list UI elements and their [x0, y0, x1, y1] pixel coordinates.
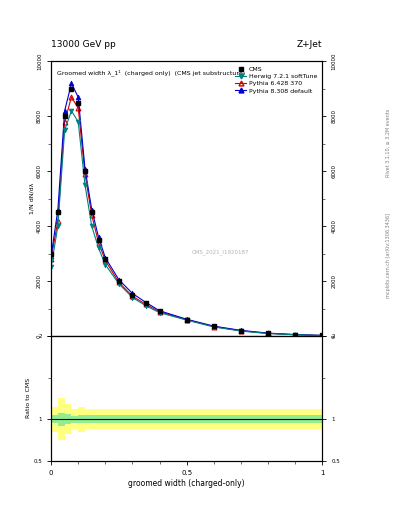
CMS	[211, 323, 216, 329]
Herwig 7.2.1 softTune	[116, 281, 121, 287]
Pythia 8.308 default	[83, 165, 87, 172]
Pythia 6.428 370	[320, 332, 325, 338]
Text: CMS_2021_I1920187: CMS_2021_I1920187	[192, 250, 250, 255]
Pythia 6.428 370	[76, 105, 81, 111]
Herwig 7.2.1 softTune	[55, 223, 60, 229]
Herwig 7.2.1 softTune	[83, 182, 87, 188]
Text: mcplots.cern.ch [arXiv:1306.3436]: mcplots.cern.ch [arXiv:1306.3436]	[386, 214, 391, 298]
Pythia 8.308 default	[157, 308, 162, 314]
Pythia 6.428 370	[184, 317, 189, 323]
CMS	[116, 278, 121, 284]
Text: Groomed width λ_1¹  (charged only)  (CMS jet substructure): Groomed width λ_1¹ (charged only) (CMS j…	[57, 70, 244, 76]
Line: CMS: CMS	[49, 87, 324, 337]
Pythia 6.428 370	[116, 280, 121, 286]
Pythia 8.308 default	[184, 316, 189, 323]
CMS	[144, 300, 149, 306]
Pythia 8.308 default	[90, 207, 94, 213]
Pythia 6.428 370	[69, 94, 74, 100]
CMS	[62, 113, 67, 119]
CMS	[96, 237, 101, 243]
Pythia 6.428 370	[157, 309, 162, 315]
Pythia 8.308 default	[239, 327, 243, 333]
CMS	[157, 308, 162, 314]
Line: Herwig 7.2.1 softTune: Herwig 7.2.1 softTune	[49, 109, 325, 338]
CMS	[69, 86, 74, 92]
CMS	[266, 330, 270, 336]
Herwig 7.2.1 softTune	[320, 332, 325, 338]
CMS	[320, 332, 325, 338]
Pythia 8.308 default	[211, 323, 216, 329]
Pythia 6.428 370	[144, 302, 149, 308]
CMS	[90, 209, 94, 216]
Pythia 8.308 default	[96, 234, 101, 240]
CMS	[103, 256, 108, 262]
Y-axis label: 1/N dN/dλ: 1/N dN/dλ	[29, 183, 34, 215]
Pythia 6.428 370	[293, 332, 298, 338]
Herwig 7.2.1 softTune	[293, 332, 298, 338]
Herwig 7.2.1 softTune	[130, 294, 135, 301]
Herwig 7.2.1 softTune	[157, 310, 162, 316]
Herwig 7.2.1 softTune	[96, 245, 101, 251]
Herwig 7.2.1 softTune	[76, 119, 81, 125]
Pythia 8.308 default	[55, 207, 60, 213]
Pythia 6.428 370	[266, 330, 270, 336]
Herwig 7.2.1 softTune	[90, 223, 94, 229]
Text: Rivet 3.1.10, ≥ 3.2M events: Rivet 3.1.10, ≥ 3.2M events	[386, 109, 391, 178]
CMS	[130, 292, 135, 298]
Pythia 8.308 default	[62, 108, 67, 114]
Pythia 6.428 370	[130, 293, 135, 299]
Herwig 7.2.1 softTune	[211, 324, 216, 330]
Pythia 8.308 default	[130, 290, 135, 296]
Text: 13000 GeV pp: 13000 GeV pp	[51, 39, 116, 49]
Pythia 6.428 370	[239, 328, 243, 334]
Pythia 6.428 370	[96, 240, 101, 246]
Herwig 7.2.1 softTune	[144, 303, 149, 309]
Text: Z+Jet: Z+Jet	[297, 39, 322, 49]
Pythia 6.428 370	[49, 256, 53, 262]
Herwig 7.2.1 softTune	[103, 262, 108, 268]
Herwig 7.2.1 softTune	[184, 317, 189, 323]
Herwig 7.2.1 softTune	[49, 264, 53, 270]
CMS	[239, 328, 243, 334]
Pythia 8.308 default	[320, 332, 325, 338]
Legend: CMS, Herwig 7.2.1 softTune, Pythia 6.428 370, Pythia 8.308 default: CMS, Herwig 7.2.1 softTune, Pythia 6.428…	[233, 65, 319, 95]
Y-axis label: Ratio to CMS: Ratio to CMS	[26, 378, 31, 418]
Herwig 7.2.1 softTune	[239, 328, 243, 334]
Line: Pythia 8.308 default: Pythia 8.308 default	[49, 81, 325, 338]
Herwig 7.2.1 softTune	[69, 108, 74, 114]
Pythia 6.428 370	[211, 324, 216, 330]
Pythia 8.308 default	[103, 254, 108, 261]
CMS	[49, 250, 53, 257]
Pythia 6.428 370	[62, 119, 67, 125]
Pythia 8.308 default	[116, 276, 121, 283]
Pythia 8.308 default	[144, 300, 149, 306]
Pythia 6.428 370	[55, 218, 60, 224]
Herwig 7.2.1 softTune	[266, 330, 270, 336]
CMS	[293, 332, 298, 338]
CMS	[55, 209, 60, 216]
Pythia 8.308 default	[49, 253, 53, 260]
Pythia 6.428 370	[103, 258, 108, 264]
Line: Pythia 6.428 370: Pythia 6.428 370	[49, 95, 325, 338]
X-axis label: groomed width (charged-only): groomed width (charged-only)	[129, 479, 245, 487]
Pythia 6.428 370	[90, 212, 94, 218]
Herwig 7.2.1 softTune	[62, 127, 67, 133]
CMS	[83, 168, 87, 174]
Pythia 8.308 default	[76, 94, 81, 100]
Pythia 8.308 default	[266, 330, 270, 336]
CMS	[76, 99, 81, 105]
CMS	[184, 316, 189, 323]
Pythia 8.308 default	[293, 331, 298, 337]
Pythia 8.308 default	[69, 80, 74, 87]
Pythia 6.428 370	[83, 171, 87, 177]
